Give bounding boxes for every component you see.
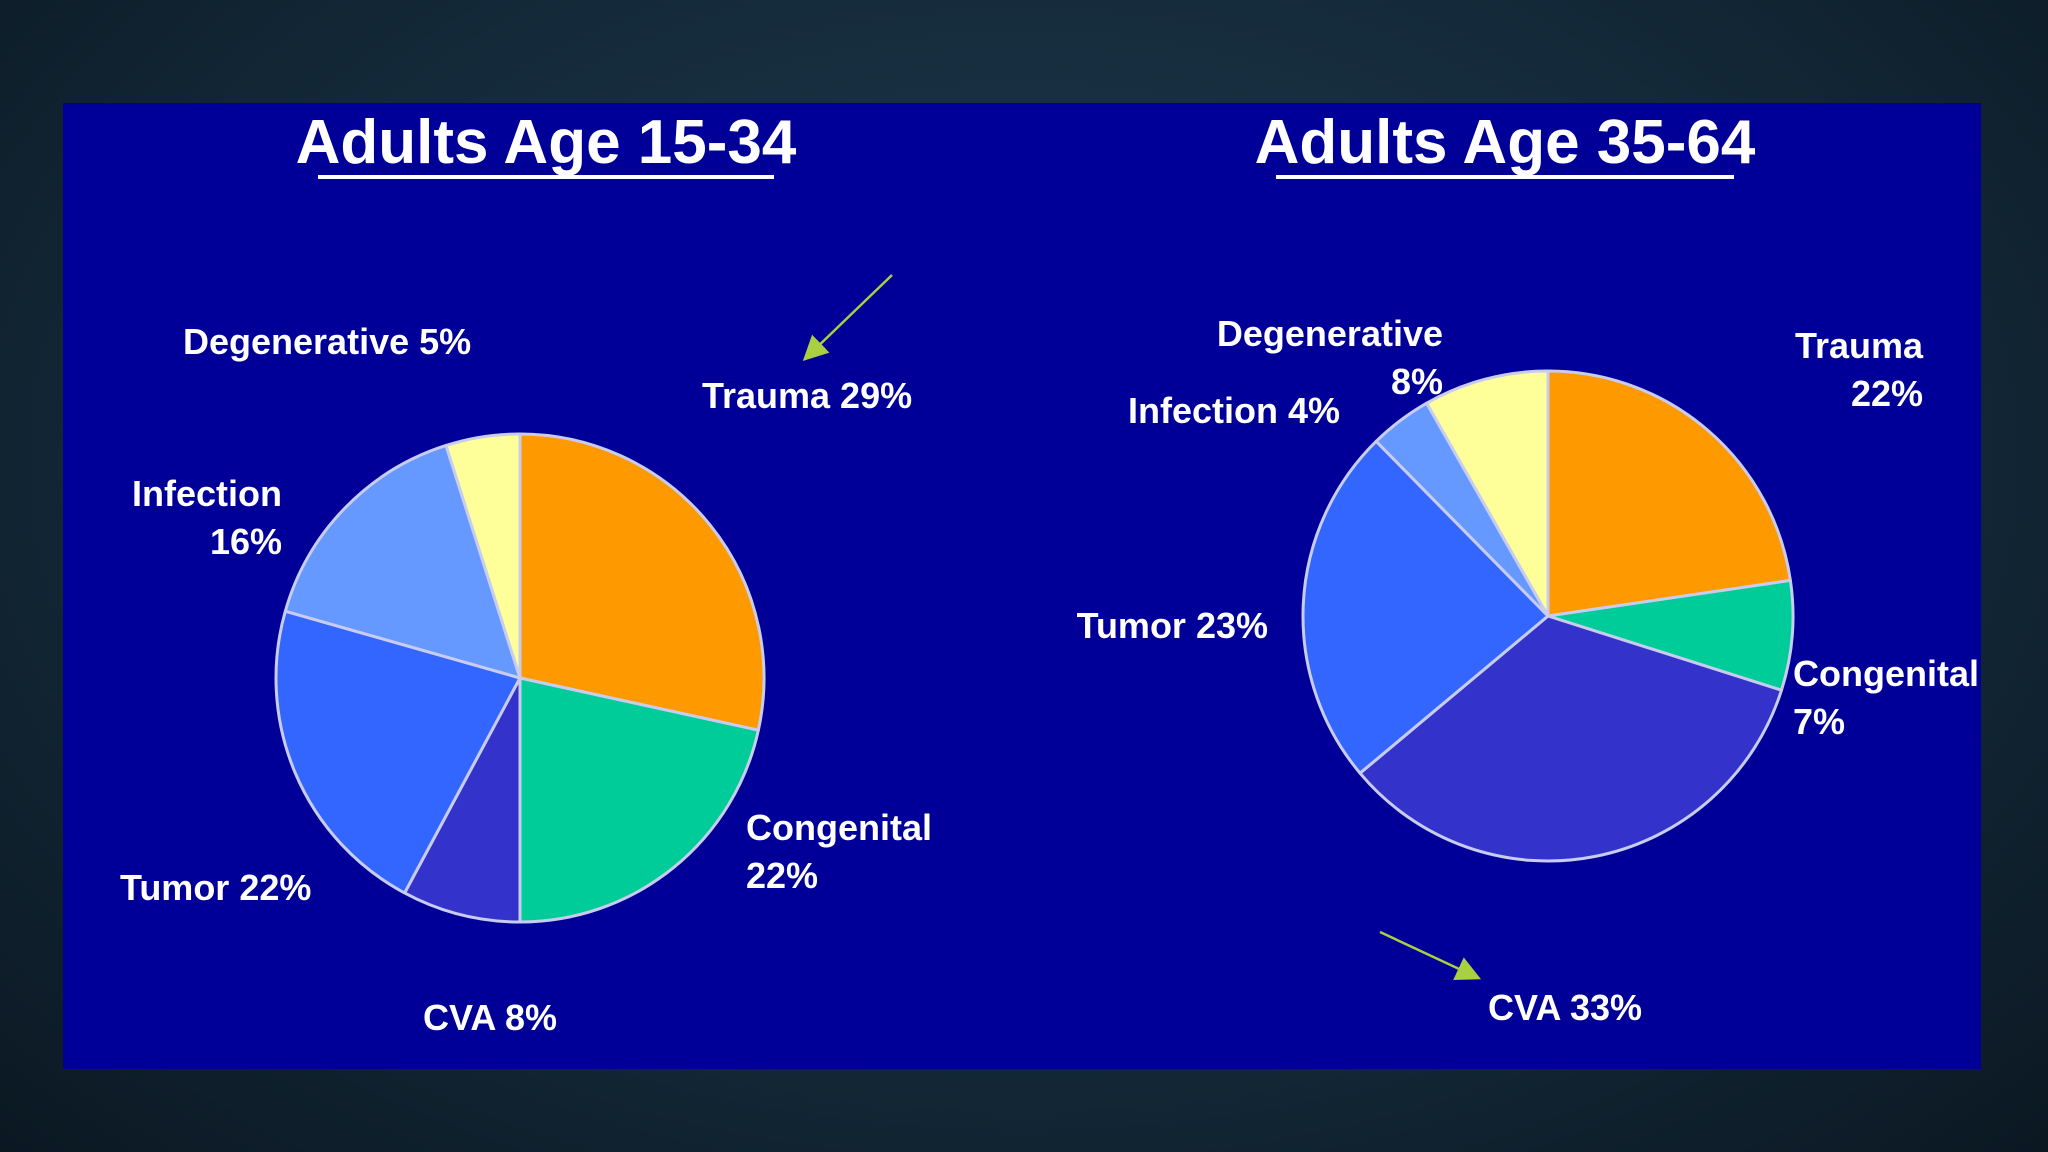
slice-label-infection: Infection 4% bbox=[1128, 390, 1340, 431]
slice-label-degenerative: Degenerative 8% bbox=[1217, 313, 1443, 402]
pie-chart-age-15-34: Adults Age 15-34 Trauma 29% Congenital 22%… bbox=[120, 108, 932, 1038]
slice-label-cva: CVA 33% bbox=[1488, 987, 1642, 1028]
slice-label-tumor: Tumor 23% bbox=[1077, 605, 1268, 646]
annotation-arrow bbox=[802, 274, 893, 361]
pie-slice-cva bbox=[1358, 614, 1783, 863]
chart-title-age-15-34: Adults Age 15-34 bbox=[296, 108, 797, 177]
annotation-arrow bbox=[1379, 930, 1482, 980]
pie-slice-trauma bbox=[518, 432, 766, 732]
slice-label-trauma: Trauma 22% bbox=[1795, 325, 1924, 414]
slice-label-trauma: Trauma 29% bbox=[702, 375, 912, 416]
pie-slices bbox=[274, 432, 766, 924]
pie-slice-degenerative bbox=[444, 432, 522, 680]
slice-label-degenerative: Degenerative 5% bbox=[183, 321, 471, 362]
chart-title-age-35-64: Adults Age 35-64 bbox=[1255, 108, 1756, 177]
slice-label-congenital: Congenital 7% bbox=[1793, 653, 1979, 742]
pie-slice-infection bbox=[283, 443, 522, 680]
pie-chart-age-35-64: Adults Age 35-64 Trauma 22% Congenital 7% CV… bbox=[1077, 108, 1979, 1028]
pie-slice-tumor bbox=[274, 609, 522, 895]
slice-label-infection: Infection 16% bbox=[132, 473, 282, 562]
pie-slice-tumor bbox=[1301, 439, 1550, 775]
slice-label-cva: CVA 8% bbox=[423, 997, 557, 1038]
pie-slice-congenital bbox=[1546, 578, 1795, 692]
pie-slice-cva bbox=[403, 676, 522, 924]
slice-label-congenital: Congenital 22% bbox=[746, 807, 932, 896]
slice-label-tumor: Tumor 22% bbox=[120, 867, 311, 908]
pie-slice-trauma bbox=[1546, 369, 1792, 618]
pie-slice-congenital bbox=[518, 676, 760, 924]
pie-slices bbox=[1301, 369, 1795, 863]
pie-slice-degenerative bbox=[1425, 369, 1550, 618]
